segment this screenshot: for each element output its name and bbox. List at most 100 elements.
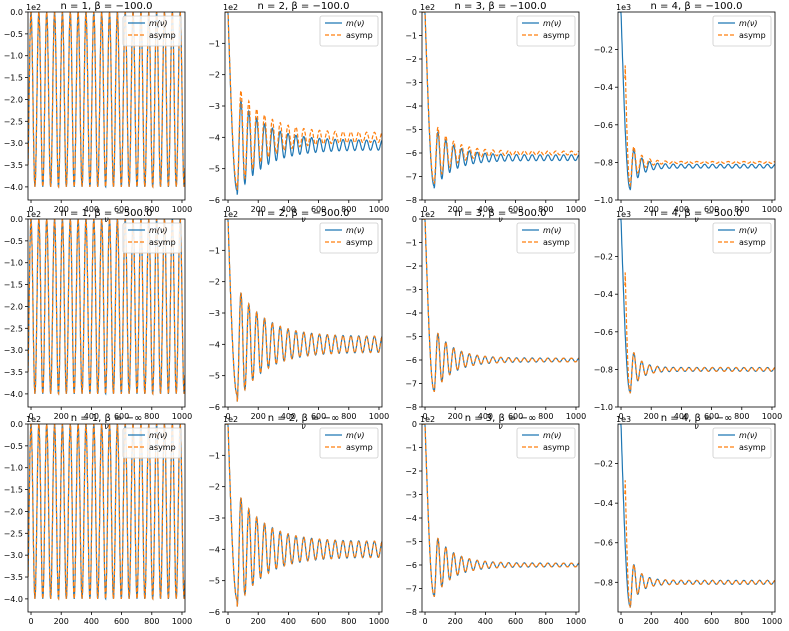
y-tick-label: −1.0	[594, 196, 613, 205]
subplot-12: 0 200 400 600 800 1000 −0.8 −0.6 −0.4 −0.2 1e3 n = …	[594, 413, 783, 631]
x-tick-label: 0	[618, 617, 623, 626]
y-tick-label: −5	[208, 372, 220, 381]
x-axis-label: ν	[498, 215, 503, 224]
series-line-asymp	[225, 424, 382, 607]
x-tick-label: 800	[734, 205, 749, 214]
x-tick-label: 800	[341, 617, 356, 626]
legend: m(ν) asymp	[516, 427, 576, 459]
y-tick-label: −5	[208, 577, 220, 586]
x-tick-label: 600	[704, 205, 719, 214]
x-tick-label: 600	[311, 412, 326, 421]
x-tick-label: 0	[28, 412, 33, 421]
y-tick-label: 0	[412, 8, 417, 17]
y-tick-label: −2.5	[4, 324, 23, 333]
x-tick-label: 400	[281, 412, 296, 421]
x-tick-label: 800	[144, 412, 159, 421]
x-tick-label: 800	[144, 617, 159, 626]
series-line-asymp	[422, 219, 579, 393]
series-line-asymp	[624, 272, 775, 394]
legend-label: m(ν)	[739, 431, 758, 440]
y-tick-label: −3.5	[4, 161, 23, 170]
y-tick-label: −2.0	[4, 302, 23, 311]
x-axis-label: ν	[694, 215, 699, 224]
x-tick-label: 1000	[762, 412, 782, 421]
y-tick-label: −1	[208, 246, 220, 255]
x-tick-label: 1000	[369, 205, 389, 214]
x-tick-label: 800	[538, 617, 553, 626]
x-tick-label: 200	[251, 412, 266, 421]
x-tick-label: 200	[54, 205, 69, 214]
subplot-title: n = 1, β = −500.0	[61, 208, 153, 219]
y-tick-label: −4	[405, 514, 417, 523]
x-tick-label: 400	[674, 617, 689, 626]
y-tick-label: −3.5	[4, 368, 23, 377]
plot-frame	[27, 423, 186, 613]
subplot-title: n = 1, β = −100.0	[61, 1, 153, 12]
legend: m(ν) asymp	[319, 427, 379, 459]
x-tick-label: 200	[448, 617, 463, 626]
y-tick-label: −8	[405, 403, 417, 412]
x-tick-label: 200	[54, 617, 69, 626]
y-tick-label: 0.0	[10, 215, 23, 224]
x-axis-label: ν	[104, 422, 109, 431]
axis-multiplier: 1e2	[26, 3, 41, 12]
legend-label: asymp	[149, 238, 176, 247]
series-line-asymp	[624, 65, 775, 188]
y-tick-label: −4	[405, 102, 417, 111]
y-tick-label: −1.0	[4, 52, 23, 61]
x-tick-label: 0	[225, 617, 230, 626]
x-tick-label: 400	[281, 205, 296, 214]
legend-label: asymp	[346, 31, 373, 40]
legend: m(ν) asymp	[319, 222, 379, 254]
x-tick-label: 800	[538, 205, 553, 214]
x-axis-label: ν	[104, 215, 109, 224]
x-tick-label: 400	[84, 617, 99, 626]
axis-multiplier: 1e2	[223, 415, 238, 424]
legend-label: asymp	[149, 443, 176, 452]
y-tick-label: −6	[208, 608, 220, 617]
subplot-title: n = 3, β = −∞	[465, 413, 537, 424]
x-tick-label: 200	[251, 205, 266, 214]
x-tick-label: 400	[478, 617, 493, 626]
y-tick-label: −2.5	[4, 117, 23, 126]
y-tick-label: −0.6	[594, 328, 613, 337]
y-tick-label: −3	[405, 79, 417, 88]
subplot-title: n = 3, β = −100.0	[455, 1, 547, 12]
x-tick-label: 800	[144, 205, 159, 214]
subplot-title: n = 2, β = −500.0	[258, 208, 350, 219]
x-tick-label: 600	[508, 205, 523, 214]
y-tick-label: −7	[405, 585, 417, 594]
plot-frame	[27, 218, 186, 408]
y-tick-label: −0.5	[4, 237, 23, 246]
legend-label: asymp	[739, 238, 766, 247]
subplot-title: n = 2, β = −∞	[268, 413, 340, 424]
legend: m(ν) asymp	[516, 222, 576, 254]
x-tick-label: 0	[28, 205, 33, 214]
subplot-8: 0 200 400 600 800 1000 −1.0 −0.8 −0.6 −0.4 −0.2 1e3…	[594, 208, 783, 431]
x-tick-label: 600	[311, 617, 326, 626]
legend-label: m(ν)	[346, 226, 365, 235]
y-tick-label: −1.5	[4, 281, 23, 290]
subplot-1: 0 200 400 600 800 1000 −4.0 −3.5 −3.0 −2.5 −2.0 −1.…	[4, 1, 193, 224]
y-tick-label: −4	[208, 545, 220, 554]
legend-label: m(ν)	[149, 226, 168, 235]
y-tick-label: −8	[405, 608, 417, 617]
legend-label: asymp	[346, 443, 373, 452]
x-tick-label: 1000	[369, 617, 389, 626]
y-tick-label: −2	[405, 262, 417, 271]
x-tick-label: 400	[478, 412, 493, 421]
x-tick-label: 0	[422, 617, 427, 626]
y-tick-label: −1.5	[4, 74, 23, 83]
legend-label: m(ν)	[739, 19, 758, 28]
y-tick-label: −1	[208, 39, 220, 48]
x-tick-label: 1000	[566, 617, 586, 626]
y-tick-label: −5	[405, 126, 417, 135]
legend: m(ν) asymp	[122, 427, 182, 459]
x-tick-label: 1000	[172, 617, 192, 626]
y-tick-label: −0.8	[594, 365, 613, 374]
subplot-10: 0 200 400 600 800 1000 −6 −5 −4 −3 −2 −1 1e2 n = 2, β…	[208, 413, 389, 631]
series-line-asymp	[225, 219, 382, 402]
y-tick-label: −3	[208, 309, 220, 318]
y-tick-label: −0.4	[594, 499, 613, 508]
